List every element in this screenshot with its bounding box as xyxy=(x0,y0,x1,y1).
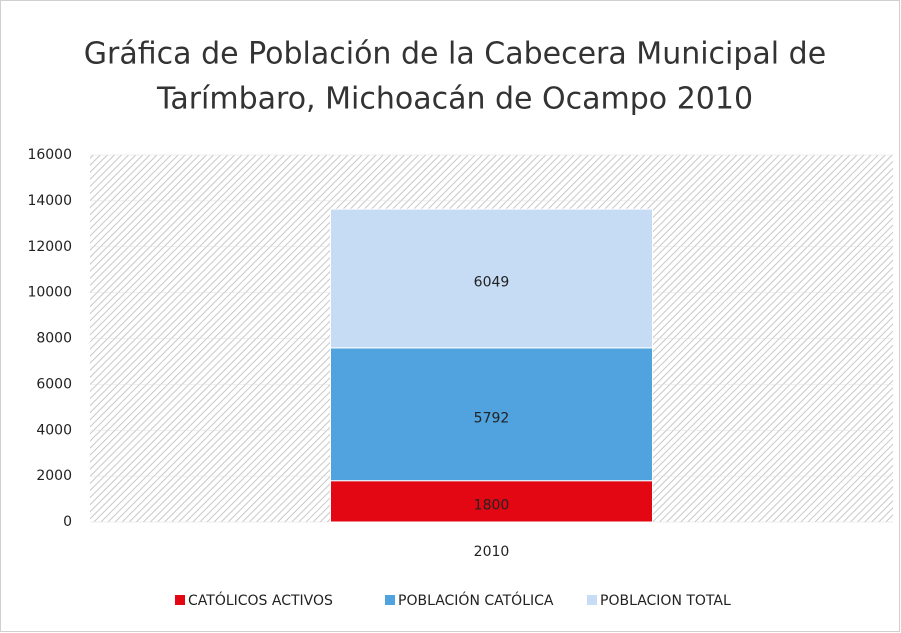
legend-swatch xyxy=(385,595,395,605)
y-tick-label: 10000 xyxy=(27,285,72,301)
y-tick-label: 2000 xyxy=(36,468,72,484)
y-tick-label: 0 xyxy=(63,514,72,530)
legend-swatch xyxy=(587,595,597,605)
y-tick-label: 6000 xyxy=(36,376,72,392)
legend-label: POBLACION TOTAL xyxy=(600,593,731,609)
data-label: 6049 xyxy=(474,274,510,290)
y-tick-label: 4000 xyxy=(36,422,72,438)
chart-title: Tarímbaro, Michoacán de Ocampo 2010 xyxy=(156,82,753,117)
x-tick-label: 2010 xyxy=(474,544,510,560)
y-tick-label: 8000 xyxy=(36,331,72,347)
y-tick-label: 12000 xyxy=(27,239,72,255)
bar-segment xyxy=(330,208,653,349)
chart-title: Gráfica de Población de la Cabecera Muni… xyxy=(84,37,826,72)
legend-swatch xyxy=(175,595,185,605)
y-tick-label: 16000 xyxy=(27,147,72,163)
legend-label: POBLACIÓN CATÓLICA xyxy=(398,591,554,609)
y-tick-label: 14000 xyxy=(27,193,72,209)
data-label: 1800 xyxy=(474,497,510,513)
legend-label: CATÓLICOS ACTIVOS xyxy=(188,591,333,609)
data-label: 5792 xyxy=(474,410,510,426)
